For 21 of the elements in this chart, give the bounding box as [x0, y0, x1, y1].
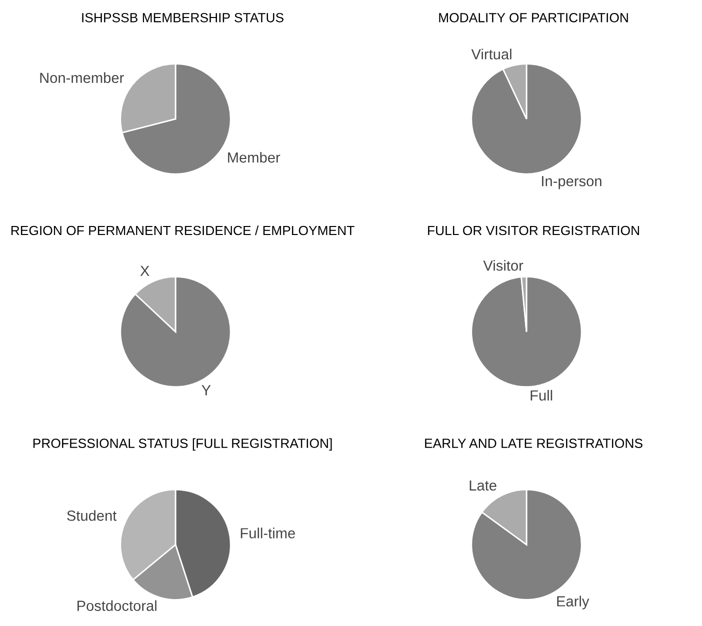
- chart-title: MODALITY OF PARTICIPATION: [439, 12, 628, 22]
- pie-slice: [470, 276, 582, 388]
- slice-label: Early: [557, 596, 590, 610]
- slice-label: Visitor: [483, 260, 524, 271]
- pie-slice: [470, 63, 582, 175]
- chart-title: PROFESSIONAL STATUS [FULL REGISTRATION]: [33, 438, 332, 451]
- chart-title: REGION OF PERMANENT RESIDENCE / EMPLOYMENT: [11, 225, 354, 236]
- slice-label: Full-time: [240, 528, 295, 538]
- slice-label: Virtual: [471, 48, 512, 60]
- chart-title: FULL OR VISITOR REGISTRATION: [428, 226, 639, 236]
- slice-label: Y: [202, 385, 211, 396]
- slice-label: Non-member: [40, 72, 124, 84]
- slice-label: Late: [470, 480, 496, 491]
- slice-label: Full: [530, 390, 552, 401]
- slice-label: Student: [67, 510, 117, 521]
- slice-label: Postdoctoral: [78, 600, 156, 611]
- slice-label: Member: [228, 152, 280, 163]
- slice-label: In-person: [542, 176, 602, 190]
- chart-title: EARLY AND LATE REGISTRATIONS: [425, 438, 642, 448]
- chart-title: ISHPSSB MEMBERSHIP STATUS: [82, 12, 284, 22]
- slice-label: X: [140, 266, 150, 276]
